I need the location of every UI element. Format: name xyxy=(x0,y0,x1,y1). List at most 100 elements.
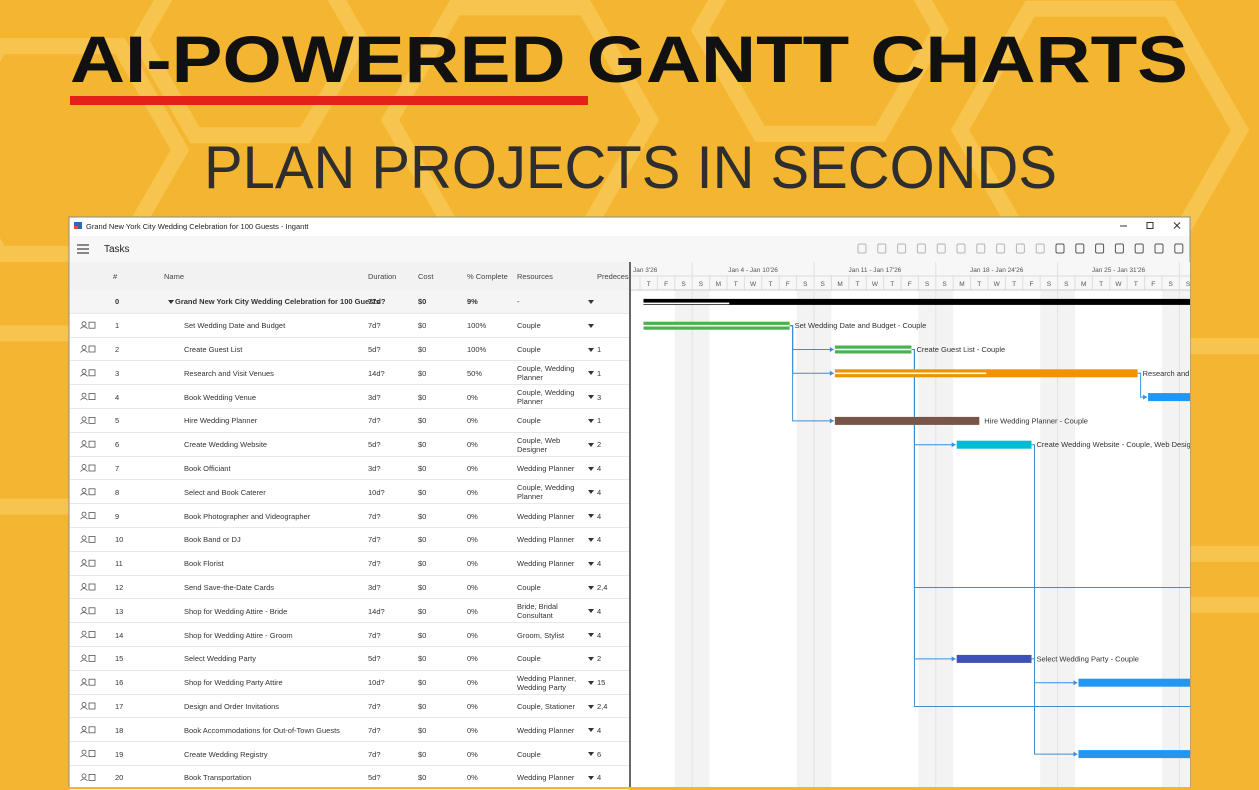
task-bar xyxy=(1078,750,1190,759)
resource-icon xyxy=(80,588,88,591)
task-cost: $0 xyxy=(418,535,427,545)
task-complete: 100% xyxy=(467,321,487,331)
bar-label: Research and Visit Venues - Couple, Wedd… xyxy=(1143,369,1259,378)
toolbar xyxy=(70,236,1189,262)
task-resources: Couple xyxy=(517,582,541,592)
task-duration: 7d? xyxy=(368,630,381,640)
dependency-arrow xyxy=(829,370,834,376)
day-label: S xyxy=(942,281,947,288)
task-duration: 77d? xyxy=(368,297,386,307)
task-cost: $0 xyxy=(418,392,427,402)
table-row xyxy=(70,623,629,647)
predecessor-dropdown xyxy=(588,490,594,495)
task-name: Create Wedding Registry xyxy=(184,749,268,759)
task-name: Create Wedding Website xyxy=(184,440,268,450)
collapse-toggle xyxy=(168,300,174,304)
app-icon xyxy=(74,222,82,229)
column-header: Name xyxy=(164,271,185,281)
task-complete: 0% xyxy=(467,606,478,616)
table-row xyxy=(70,361,629,386)
task-id: 9 xyxy=(115,511,120,521)
task-duration: 5d? xyxy=(368,440,381,450)
day-label: T xyxy=(856,281,860,288)
task-duration: 5d? xyxy=(368,773,381,783)
column-header: % Complete xyxy=(467,271,508,281)
task-predecessors: 4 xyxy=(597,463,602,473)
tool-icon xyxy=(956,243,966,254)
resource-icon xyxy=(80,611,88,615)
task-name: Shop for Wedding Party Attire xyxy=(184,678,283,688)
dependency-arrow xyxy=(1073,680,1078,686)
task-id: 3 xyxy=(115,368,120,378)
task-complete: 0% xyxy=(467,511,478,521)
note-icon xyxy=(88,655,96,662)
task-complete: 0% xyxy=(467,749,478,759)
task-duration: 10d? xyxy=(368,678,385,688)
week-label: Jan 18 - Jan 24'26 xyxy=(970,267,1024,274)
task-cost: $0 xyxy=(418,487,427,497)
task-duration: 7d? xyxy=(368,701,381,711)
task-resources: Wedding Planner, Wedding Party xyxy=(517,673,577,692)
task-resources: Couple xyxy=(517,344,541,354)
day-label: W xyxy=(872,281,879,288)
task-id: 19 xyxy=(115,749,124,759)
resource-icon xyxy=(81,773,87,779)
maximize-button[interactable] xyxy=(1146,222,1154,229)
close-button[interactable] xyxy=(1173,222,1181,229)
task-id: 14 xyxy=(115,630,124,640)
resource-icon xyxy=(80,683,88,686)
task-cost: $0 xyxy=(418,440,427,450)
day-label: T xyxy=(977,281,981,288)
day-label: F xyxy=(908,281,912,288)
menu-button[interactable] xyxy=(77,244,89,254)
day-label: T xyxy=(647,281,651,288)
tool-icon xyxy=(857,243,867,254)
dependency-arrow xyxy=(829,347,834,352)
task-duration: 7d? xyxy=(368,416,381,426)
resource-icon xyxy=(80,421,88,425)
day-label: T xyxy=(734,281,738,288)
task-id: 4 xyxy=(115,392,120,402)
toolbar-icons xyxy=(857,243,1184,254)
tool-icon xyxy=(1134,243,1144,254)
app-icon-detail xyxy=(74,226,78,229)
predecessor-dropdown xyxy=(588,585,594,590)
task-name: Create Guest List xyxy=(184,344,243,354)
bar-label: Create Guest List - Couple xyxy=(916,345,1005,354)
task-id: 18 xyxy=(115,725,124,735)
resource-icon xyxy=(81,630,87,636)
predecessor-dropdown xyxy=(588,395,594,400)
task-duration: 14d? xyxy=(368,606,385,616)
tool-icon xyxy=(916,243,926,254)
progress-line xyxy=(834,348,912,351)
window-title: Grand New York City Wedding Celebration … xyxy=(86,222,309,231)
day-label: W xyxy=(750,281,757,288)
resource-icon xyxy=(80,730,88,734)
predecessor-dropdown xyxy=(588,442,594,447)
day-label: M xyxy=(837,281,842,288)
dependency-line xyxy=(789,325,834,422)
task-resources: Groom, Stylist xyxy=(517,630,565,640)
task-complete: 0% xyxy=(467,416,478,426)
task-id: 17 xyxy=(115,701,124,711)
task-complete: 0% xyxy=(467,487,478,497)
headline: AI-POWERED GANTT CHARTS xyxy=(70,22,1188,96)
resource-icon xyxy=(80,397,88,401)
table-header xyxy=(70,262,630,290)
task-resources: Couple, Stationer xyxy=(517,701,575,711)
table-row xyxy=(70,576,629,600)
predecessor-dropdown xyxy=(588,728,594,733)
resource-icon xyxy=(81,464,87,469)
task-resources: Wedding Planner xyxy=(517,725,575,735)
splitter[interactable] xyxy=(629,262,631,787)
task-complete: 0% xyxy=(467,654,478,664)
resource-icon xyxy=(81,583,87,588)
resource-icon xyxy=(81,559,87,565)
predecessor-dropdown xyxy=(588,704,594,709)
column-header: Predecessors xyxy=(597,271,629,281)
week-label: Jan 11 - Jan 17'26 xyxy=(849,267,902,274)
task-resources: Couple xyxy=(517,321,541,331)
note-icon xyxy=(88,345,96,353)
task-id: 11 xyxy=(115,559,123,569)
